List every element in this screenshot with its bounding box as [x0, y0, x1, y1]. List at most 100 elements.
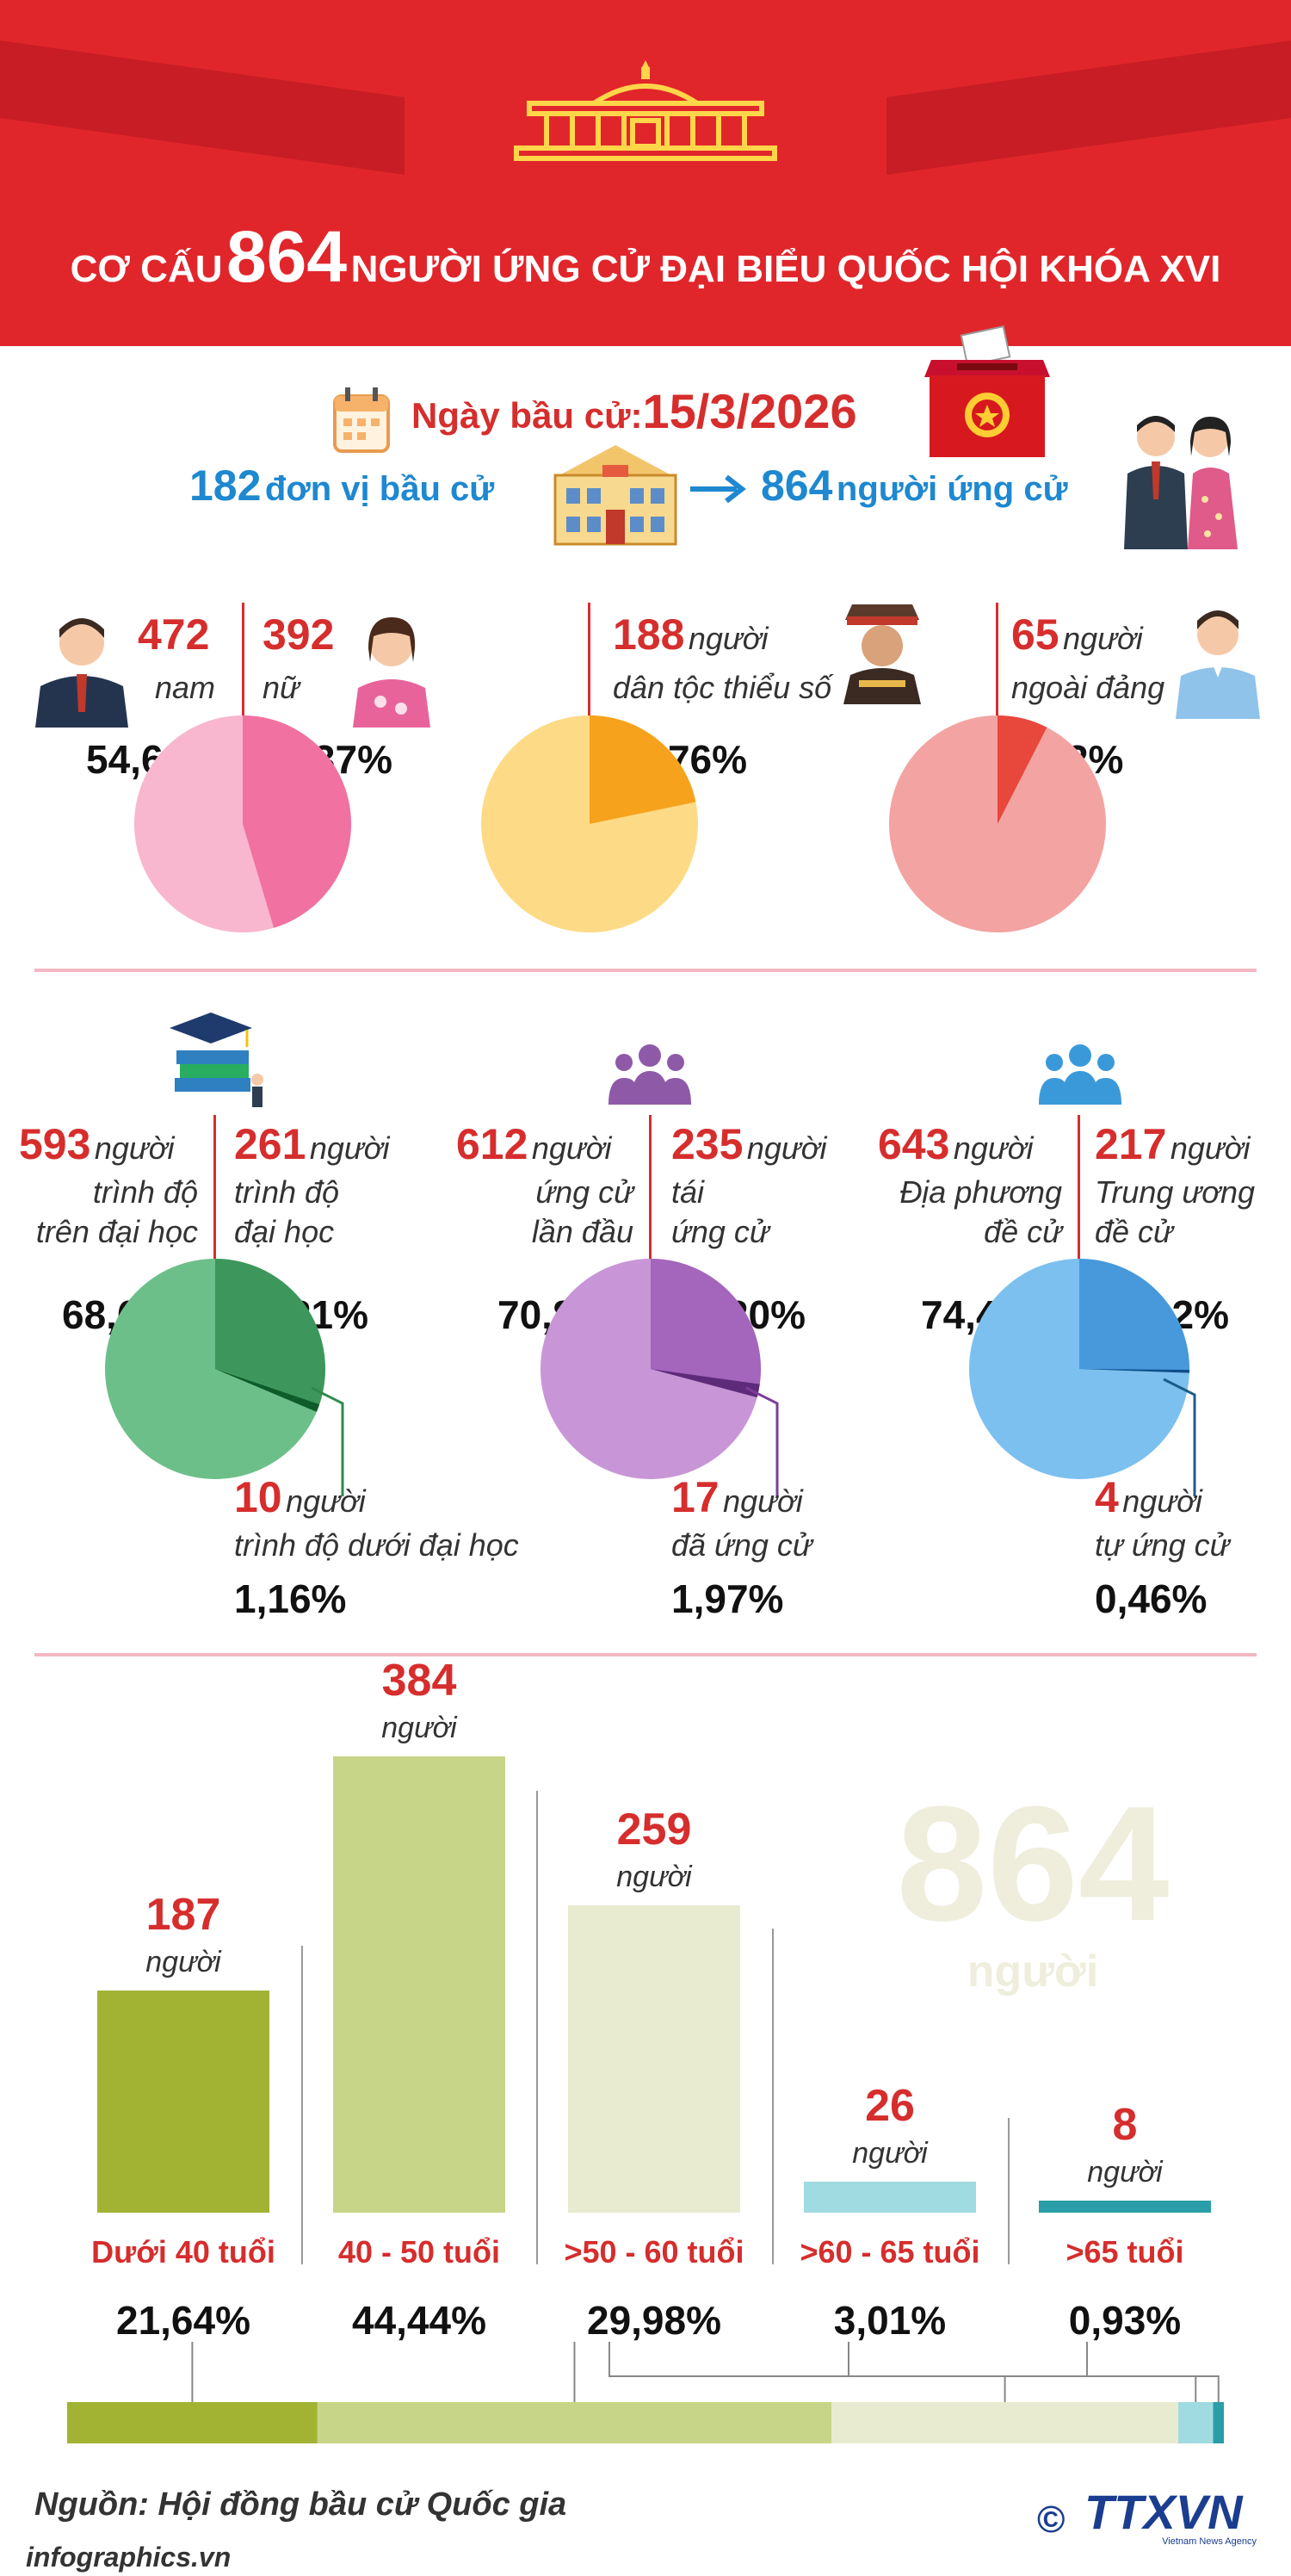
title-number: 864: [225, 216, 348, 297]
female-slice: [243, 715, 352, 928]
terms-a-label-1: ứng cử: [535, 1174, 633, 1210]
nom-a-unit: người: [953, 1130, 1034, 1166]
nonparty-stat-text: 65 người: [1011, 610, 1143, 659]
age-category-label: >65 tuổi: [1066, 2234, 1184, 2269]
edu-slice-b: [215, 1259, 325, 1405]
nom-a-label-1: Địa phương: [899, 1174, 1062, 1210]
male-avatar-icon: [30, 607, 133, 728]
age-leader-lines: [191, 2342, 1220, 2402]
age-bar-unit: người: [145, 1945, 221, 1978]
nom-c-head: 4 người: [1095, 1472, 1202, 1522]
age-bar-unit: người: [852, 2137, 928, 2170]
site-url[interactable]: infographics.vn: [26, 2542, 232, 2573]
national-assembly-building-icon: [512, 52, 779, 164]
terms-c-head: 17 người: [671, 1472, 803, 1522]
ethnic-slice: [590, 715, 696, 824]
election-date-label: Ngày bầu cử:: [411, 395, 643, 436]
age-sep-4: [1008, 2118, 1010, 2264]
group-people-blue-icon: [1037, 1040, 1123, 1105]
nomination-pie: [969, 1259, 1190, 1479]
age-category-label: Dưới 40 tuổi: [91, 2234, 275, 2269]
age-percent-label: 21,64%: [115, 2298, 250, 2343]
age-percent-label: 29,98%: [586, 2298, 721, 2343]
nonparty-label: ngoài đảng: [1011, 670, 1165, 705]
units-number: 182: [189, 461, 262, 510]
edu-slice-c: [215, 1369, 320, 1412]
title-prefix: CƠ CẤU: [70, 248, 223, 290]
terms-a-unit: người: [531, 1130, 612, 1166]
nom-b-head: 217 người: [1095, 1119, 1251, 1169]
total-unit: người: [967, 1947, 1099, 1997]
terms-pie: [540, 1259, 762, 1479]
header-ribbon-left: [0, 40, 405, 176]
age-category-label: >50 - 60 tuổi: [564, 2234, 744, 2269]
edu-b-unit: người: [309, 1130, 390, 1166]
nom-c-percent: 0,46%: [1095, 1576, 1208, 1621]
age-sep-3: [772, 1929, 774, 2264]
terms-a-label-2: lần đầu: [531, 1214, 633, 1249]
age-bar: [804, 2182, 976, 2213]
ethnic-unit: người: [688, 621, 769, 656]
terms-c-count: 17: [671, 1473, 720, 1521]
age-leader-line: [608, 2342, 1006, 2402]
title-suffix: NGƯỜI ỨNG CỬ ĐẠI BIỂU QUỐC HỘI KHÓA XVI: [350, 248, 1221, 290]
nonparty-slice: [998, 715, 1047, 824]
nomination-divider: [1078, 1115, 1080, 1365]
ballot-box-icon: [923, 325, 1052, 463]
terms-slice-c: [651, 1369, 760, 1398]
education-books-icon: [168, 1007, 271, 1111]
terms-b-head: 235 người: [671, 1119, 827, 1169]
constituency-building-icon: [542, 441, 689, 548]
age-bar-value: 26: [865, 2081, 915, 2132]
edu-c-unit: người: [286, 1483, 366, 1519]
arrow-right-icon: [689, 472, 749, 506]
edu-b-count: 261: [234, 1120, 306, 1168]
page-title: CƠ CẤU 864 NGƯỜI ỨNG CỬ ĐẠI BIỂU QUỐC HỘ…: [0, 215, 1291, 299]
edu-b-label-2: đại học: [234, 1214, 335, 1249]
ethnic-pie: [481, 715, 698, 932]
group-people-purple-icon: [607, 1040, 693, 1105]
female-count: 392: [263, 610, 335, 659]
education-divider: [213, 1115, 216, 1365]
age-percent-label: 44,44%: [351, 2298, 486, 2343]
total-number: 864: [896, 1773, 1170, 1955]
nom-slice-b: [1079, 1259, 1190, 1370]
nom-leader-line: [1163, 1378, 1196, 1496]
age-bar: [1039, 2201, 1211, 2213]
age-percent-label: 3,01%: [833, 2298, 947, 2343]
age-bar-unit: người: [616, 1860, 692, 1893]
edu-c-head: 10 người: [234, 1472, 366, 1522]
nonparty-divider: [996, 603, 998, 732]
terms-b-unit: người: [746, 1130, 827, 1166]
male-count: 472: [138, 610, 210, 659]
units-label: đơn vị bầu cử: [264, 470, 495, 508]
age-bar-value: 384: [381, 1656, 457, 1706]
age-bar-chart: người 187 Dưới 40 tuổi 21,64% người 384 40 - 5…: [0, 1656, 1291, 2343]
nom-c-unit: người: [1122, 1483, 1202, 1519]
nom-c-label: tự ứng cử: [1095, 1527, 1230, 1563]
election-date: Ngày bầu cử:15/3/2026: [411, 383, 857, 439]
header-banner: CƠ CẤU 864 NGƯỜI ỨNG CỬ ĐẠI BIỂU QUỐC HỘ…: [0, 0, 1291, 346]
edu-b-head: 261 người: [234, 1119, 390, 1169]
nom-b-label-2: đề cử: [1095, 1214, 1173, 1249]
edu-leader-line: [311, 1386, 344, 1496]
nom-slice-c: [1079, 1369, 1189, 1373]
nonparty-unit: người: [1063, 621, 1143, 656]
source-text: Nguồn: Hội đồng bầu cử Quốc gia: [34, 2486, 567, 2523]
total-watermark: 864 người: [878, 1782, 1188, 1997]
header-ribbon-right: [886, 40, 1291, 176]
gender-pie: [134, 715, 352, 932]
age-bar-value: 8: [1112, 2100, 1138, 2150]
edu-a-count: 593: [19, 1120, 91, 1168]
ethnic-woman-icon: [835, 601, 930, 704]
male-label: nam: [155, 670, 216, 705]
edu-b-label-1: trình độ: [234, 1174, 340, 1210]
age-leader-line: [1086, 2342, 1220, 2402]
calendar-icon: [331, 386, 392, 455]
nom-b-unit: người: [1170, 1130, 1251, 1166]
edu-a-label-2: trên đại học: [35, 1214, 198, 1249]
terms-b-count: 235: [671, 1120, 744, 1168]
age-bar: [97, 1990, 269, 2213]
ethnic-label: dân tộc thiểu số: [613, 670, 832, 705]
election-candidates: 864 người ứng cử: [761, 461, 1068, 511]
